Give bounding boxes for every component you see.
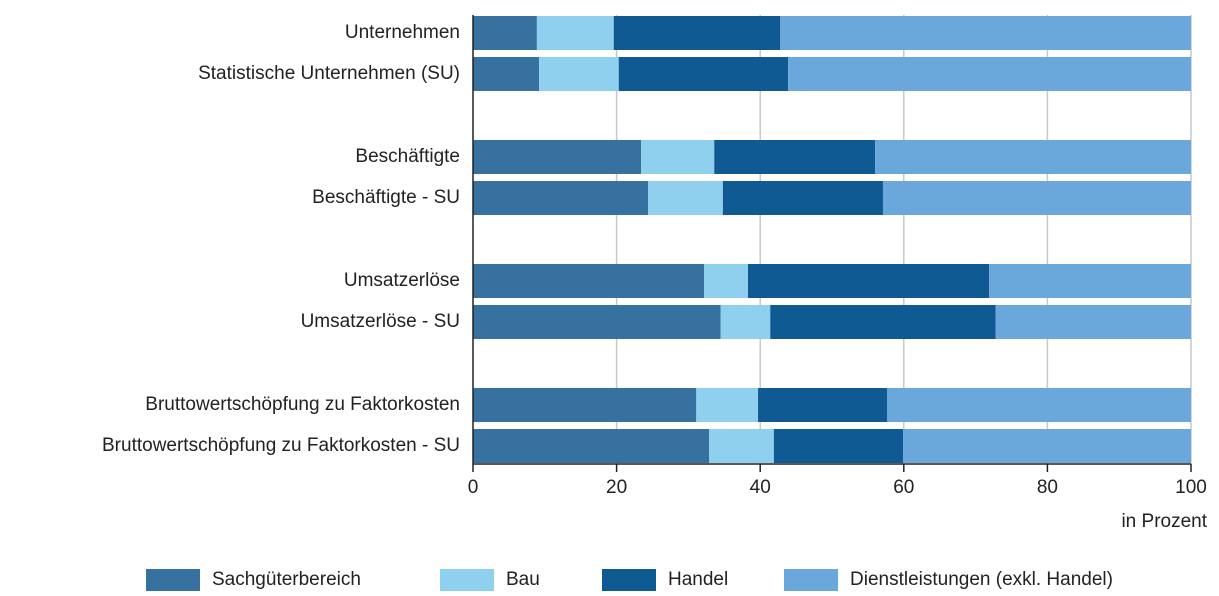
bar-segment	[773, 429, 904, 463]
bar-segment	[473, 140, 642, 174]
bar-segment	[473, 181, 649, 215]
bar-segment	[709, 429, 774, 463]
bar-segment	[714, 140, 876, 174]
x-tick-label: 20	[606, 477, 627, 498]
legend-label: Dienstleistungen (exkl. Handel)	[850, 569, 1113, 590]
y-tick-label: Beschäftigte - SU	[312, 187, 460, 208]
bar-segment	[882, 181, 1191, 215]
y-tick-label: Beschäftigte	[355, 146, 460, 167]
bar-segment	[473, 388, 697, 422]
y-tick-label: Bruttowertschöpfung zu Faktorkosten	[145, 394, 460, 415]
bar-segment	[618, 57, 789, 91]
bar-segment	[473, 16, 537, 50]
bar-segment	[613, 16, 781, 50]
bar-segment	[536, 16, 614, 50]
bar-segment	[747, 264, 990, 298]
bar-segment	[648, 181, 723, 215]
legend-swatch	[602, 569, 656, 591]
x-tick-label: 60	[893, 477, 914, 498]
bar-segment	[788, 57, 1191, 91]
bar-segment	[875, 140, 1191, 174]
bar-segment	[989, 264, 1191, 298]
bar-segment	[473, 429, 710, 463]
legend-label: Handel	[668, 569, 728, 590]
legend-swatch	[146, 569, 200, 591]
legend-label: Sachgüterbereich	[212, 569, 361, 590]
y-tick-label: Statistische Unternehmen (SU)	[198, 63, 460, 84]
x-tick-label: 0	[468, 477, 479, 498]
bar-segment	[473, 305, 721, 339]
bar-segment	[473, 57, 540, 91]
bar-segment	[539, 57, 619, 91]
x-tick-label: 100	[1175, 477, 1207, 498]
y-tick-label: Umsatzerlöse	[344, 270, 460, 291]
x-tick-label: 40	[750, 477, 771, 498]
bar-segment	[758, 388, 888, 422]
bar-segment	[720, 305, 771, 339]
bar-segment	[770, 305, 996, 339]
y-tick-label: Bruttowertschöpfung zu Faktorkosten - SU	[102, 435, 460, 456]
bar-segment	[995, 305, 1191, 339]
bar-segment	[473, 264, 705, 298]
bar-segment	[887, 388, 1191, 422]
legend-swatch	[440, 569, 494, 591]
bar-segment	[722, 181, 883, 215]
y-tick-label: Unternehmen	[345, 22, 460, 43]
x-axis-label: in Prozent	[1121, 511, 1207, 532]
legend-swatch	[784, 569, 838, 591]
y-tick-label: Umsatzerlöse - SU	[301, 311, 460, 332]
bar-segment	[641, 140, 715, 174]
bar-segment	[704, 264, 748, 298]
x-tick-label: 80	[1037, 477, 1058, 498]
bar-segment	[780, 16, 1191, 50]
bar-segment	[696, 388, 759, 422]
bar-segment	[903, 429, 1191, 463]
legend-label: Bau	[506, 569, 540, 590]
